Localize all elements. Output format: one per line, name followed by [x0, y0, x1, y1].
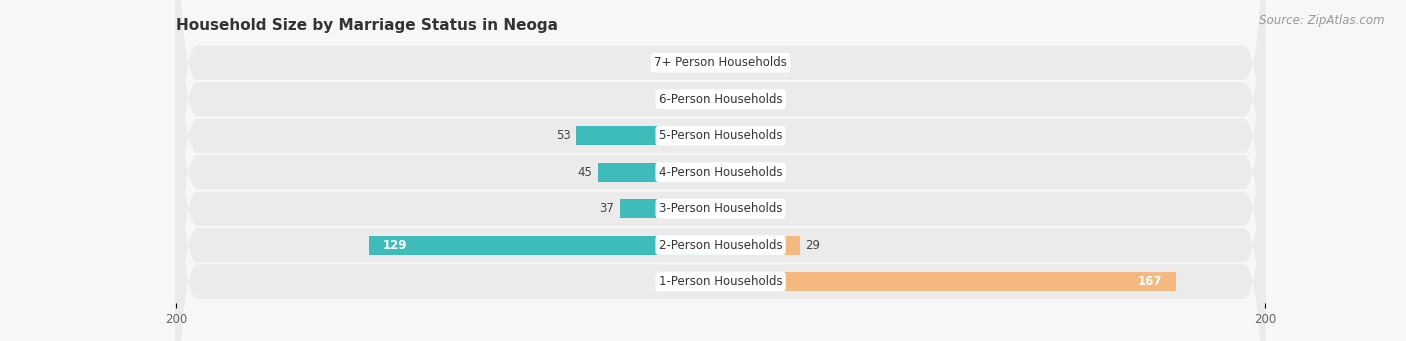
Bar	[713, 53, 721, 72]
Text: 7+ Person Households: 7+ Person Households	[654, 56, 787, 69]
FancyBboxPatch shape	[176, 0, 1265, 341]
FancyBboxPatch shape	[176, 7, 1265, 341]
Bar	[710, 90, 721, 109]
Text: 129: 129	[382, 239, 408, 252]
Bar	[370, 236, 721, 255]
FancyBboxPatch shape	[176, 0, 1265, 341]
Text: 0: 0	[725, 129, 734, 142]
FancyBboxPatch shape	[176, 0, 1265, 337]
Text: 37: 37	[599, 202, 614, 215]
Bar	[721, 272, 1175, 291]
Text: 0: 0	[725, 93, 734, 106]
FancyBboxPatch shape	[176, 0, 1265, 341]
FancyBboxPatch shape	[176, 0, 1265, 341]
Text: 1-Person Households: 1-Person Households	[659, 275, 782, 288]
FancyBboxPatch shape	[176, 0, 1265, 341]
Bar	[721, 236, 800, 255]
Text: 0: 0	[725, 56, 734, 69]
Text: 4: 4	[697, 93, 704, 106]
Text: 167: 167	[1137, 275, 1161, 288]
Text: 53: 53	[555, 129, 571, 142]
Bar	[598, 163, 721, 182]
Text: Household Size by Marriage Status in Neoga: Household Size by Marriage Status in Neo…	[176, 18, 558, 33]
Text: 3: 3	[700, 56, 707, 69]
Text: 29: 29	[806, 239, 820, 252]
Text: 45: 45	[578, 166, 592, 179]
Bar	[620, 199, 721, 218]
Text: 2-Person Households: 2-Person Households	[659, 239, 782, 252]
Text: 5-Person Households: 5-Person Households	[659, 129, 782, 142]
Text: 6-Person Households: 6-Person Households	[659, 93, 782, 106]
Text: Source: ZipAtlas.com: Source: ZipAtlas.com	[1260, 14, 1385, 27]
Text: 0: 0	[725, 166, 734, 179]
Bar	[576, 126, 721, 145]
Text: 4-Person Households: 4-Person Households	[659, 166, 782, 179]
Text: 3-Person Households: 3-Person Households	[659, 202, 782, 215]
Text: 0: 0	[725, 202, 734, 215]
